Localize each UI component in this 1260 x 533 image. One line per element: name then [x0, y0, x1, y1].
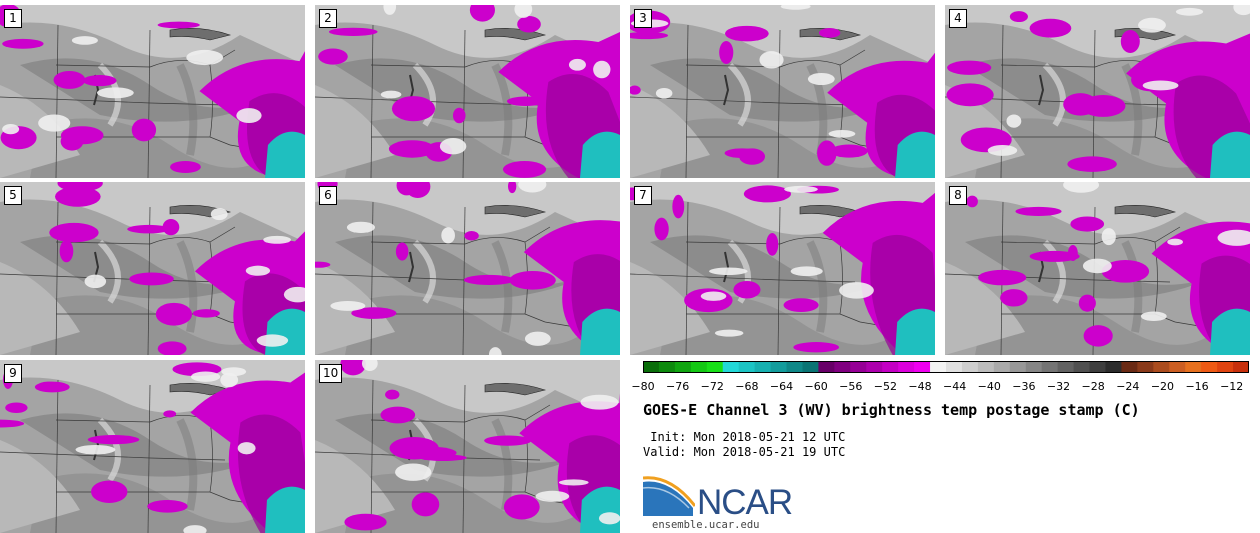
colorbar-bin [658, 361, 676, 373]
colorbar-tick-label: −56 [839, 380, 863, 393]
colorbar-bin [1185, 361, 1202, 373]
colorbar-tick-label: −40 [977, 380, 1001, 393]
colorbar-tick-label: −16 [1185, 380, 1209, 393]
colorbar-bin [1169, 361, 1186, 373]
panel-number-label: 1 [4, 9, 22, 28]
colorbar-bin [802, 361, 819, 373]
panel-number-label: 7 [634, 186, 652, 205]
colorbar-bin [850, 361, 867, 373]
colorbar-bin [722, 361, 740, 373]
postage-stamp-panel-10: 10 [315, 360, 620, 533]
panel-number-label: 2 [319, 9, 337, 28]
colorbar-bin [977, 361, 995, 373]
colorbar-bin [770, 361, 788, 373]
colorbar-bin [882, 361, 899, 373]
colorbar-outline [643, 361, 1249, 373]
colorbar-tick-label: −28 [1081, 380, 1105, 393]
colorbar-bin [834, 361, 851, 373]
ncar-logo-text: NCAR [697, 483, 793, 522]
colorbar-bin [738, 361, 756, 373]
colorbar-tick-label: −24 [1116, 380, 1140, 393]
postage-stamp-panel-8: 8 [945, 182, 1250, 355]
colorbar-bin [1217, 361, 1234, 373]
colorbar-bin [1153, 361, 1170, 373]
panel-number-label: 5 [4, 186, 22, 205]
colorbar-tick-label: −36 [1012, 380, 1036, 393]
postage-stamp-panel-7: 7 [630, 182, 935, 355]
temperature-colorbar [643, 361, 1249, 373]
colorbar-tick-label: −44 [943, 380, 967, 393]
colorbar-bin [1025, 361, 1043, 373]
colorbar-tick-label: −68 [735, 380, 759, 393]
colorbar-bin [1137, 361, 1154, 373]
colorbar-bin [946, 361, 963, 373]
colorbar-tick-label: −12 [1220, 380, 1244, 393]
colorbar-tick-labels: −80 −76 −72 −68 −64 −60 −56 −52 −48 −44 −40 −36 −32−… [631, 380, 1249, 394]
colorbar-tick-label: −20 [1150, 380, 1175, 393]
postage-stamp-panel-1: 1 [0, 5, 305, 178]
colorbar-bin [690, 361, 708, 373]
panel-number-label: 6 [319, 186, 337, 205]
postage-stamp-panel-3: 3 [630, 5, 935, 178]
colorbar-bin [786, 361, 803, 373]
site-url: ensemble.ucar.edu [652, 519, 760, 531]
panel-number-label: 10 [319, 364, 343, 383]
colorbar-bin [674, 361, 692, 373]
colorbar-bin [1121, 361, 1138, 373]
colorbar-bin [706, 361, 724, 373]
colorbar-bin [1057, 361, 1075, 373]
colorbar-bin [930, 361, 947, 373]
postage-stamp-panel-2: 2 [315, 5, 620, 178]
colorbar-bin [961, 361, 979, 373]
colorbar-bin [1073, 361, 1091, 373]
panel-number-label: 3 [634, 9, 652, 28]
colorbar-bin [643, 361, 660, 373]
colorbar-tick-label: −60 [804, 380, 828, 393]
postage-stamp-panel-6: 6 [315, 182, 620, 355]
colorbar-bin [1041, 361, 1059, 373]
colorbar-tick-label: −48 [908, 380, 932, 393]
valid-time: Valid: Mon 2018-05-21 19 UTC [643, 445, 846, 459]
init-time: Init: Mon 2018-05-21 12 UTC [643, 430, 846, 444]
colorbar-bin [1233, 361, 1249, 373]
colorbar-bin [754, 361, 772, 373]
postage-stamp-panel-9: 9 [0, 360, 305, 533]
colorbar-bin [993, 361, 1011, 373]
colorbar-tick-label: −52 [873, 380, 897, 393]
postage-stamp-panel-4: 4 [945, 5, 1250, 178]
colorbar-tick-label: −80 [631, 380, 655, 393]
panel-number-label: 9 [4, 364, 22, 383]
postage-stamp-panel-5: 5 [0, 182, 305, 355]
colorbar-tick-label: −76 [666, 380, 690, 393]
colorbar-bin [1105, 361, 1122, 373]
panel-number-label: 8 [949, 186, 967, 205]
colorbar-bin [1089, 361, 1106, 373]
colorbar-bin [1201, 361, 1218, 373]
ncar-logo-icon [643, 476, 695, 516]
colorbar-bin [1009, 361, 1027, 373]
colorbar-tick-label: −72 [700, 380, 724, 393]
colorbar-bin [818, 361, 835, 373]
colorbar-bin [898, 361, 915, 373]
panel-number-label: 4 [949, 9, 967, 28]
colorbar-bin [914, 361, 931, 373]
colorbar-tick-label: −32 [1046, 380, 1071, 393]
chart-title: GOES-E Channel 3 (WV) brightness temp po… [643, 401, 1140, 419]
colorbar-bin [866, 361, 883, 373]
colorbar-tick-label: −64 [769, 380, 794, 393]
